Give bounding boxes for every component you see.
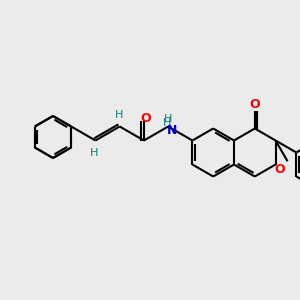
Text: H: H — [90, 148, 99, 158]
Text: H: H — [163, 118, 171, 128]
Text: H: H — [115, 110, 123, 119]
Text: O: O — [141, 112, 151, 125]
Text: N: N — [167, 124, 177, 137]
Text: H: H — [164, 113, 172, 124]
Text: O: O — [250, 98, 260, 111]
Text: O: O — [274, 163, 285, 176]
